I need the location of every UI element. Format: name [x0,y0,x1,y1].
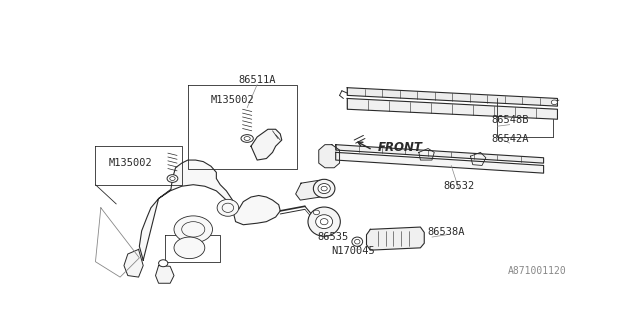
Ellipse shape [170,177,175,180]
Ellipse shape [320,219,328,225]
Ellipse shape [244,137,250,140]
Ellipse shape [355,239,360,244]
Text: 86535: 86535 [317,232,348,242]
Ellipse shape [167,175,178,182]
Ellipse shape [241,135,253,142]
Text: N170045: N170045 [331,246,374,256]
Text: M135002: M135002 [109,158,153,168]
Ellipse shape [174,216,212,243]
Polygon shape [419,148,435,160]
Text: M135002: M135002 [211,95,254,105]
Text: 86548B: 86548B [491,115,529,125]
Polygon shape [156,266,174,283]
Polygon shape [348,88,557,106]
Polygon shape [470,152,486,165]
Ellipse shape [551,100,557,105]
Polygon shape [296,180,325,200]
Text: 86511A: 86511A [239,75,276,85]
Polygon shape [367,227,424,250]
Text: FRONT: FRONT [378,141,423,154]
Polygon shape [251,129,282,160]
Text: A871001120: A871001120 [508,266,567,276]
Ellipse shape [182,222,205,237]
Ellipse shape [318,184,330,194]
Ellipse shape [314,210,319,215]
Ellipse shape [308,207,340,236]
Ellipse shape [174,237,205,259]
Text: 86532: 86532 [444,181,474,191]
Ellipse shape [159,260,168,267]
Ellipse shape [316,215,333,228]
Ellipse shape [321,186,327,191]
Ellipse shape [222,203,234,212]
Polygon shape [336,152,543,173]
Polygon shape [140,160,280,260]
Polygon shape [124,249,143,277]
Ellipse shape [352,237,363,246]
Ellipse shape [217,199,239,216]
Polygon shape [319,145,340,168]
Text: 86538A: 86538A [428,228,465,237]
Text: 86542A: 86542A [491,133,529,143]
Polygon shape [336,145,543,163]
Polygon shape [348,99,557,119]
Ellipse shape [314,179,335,198]
